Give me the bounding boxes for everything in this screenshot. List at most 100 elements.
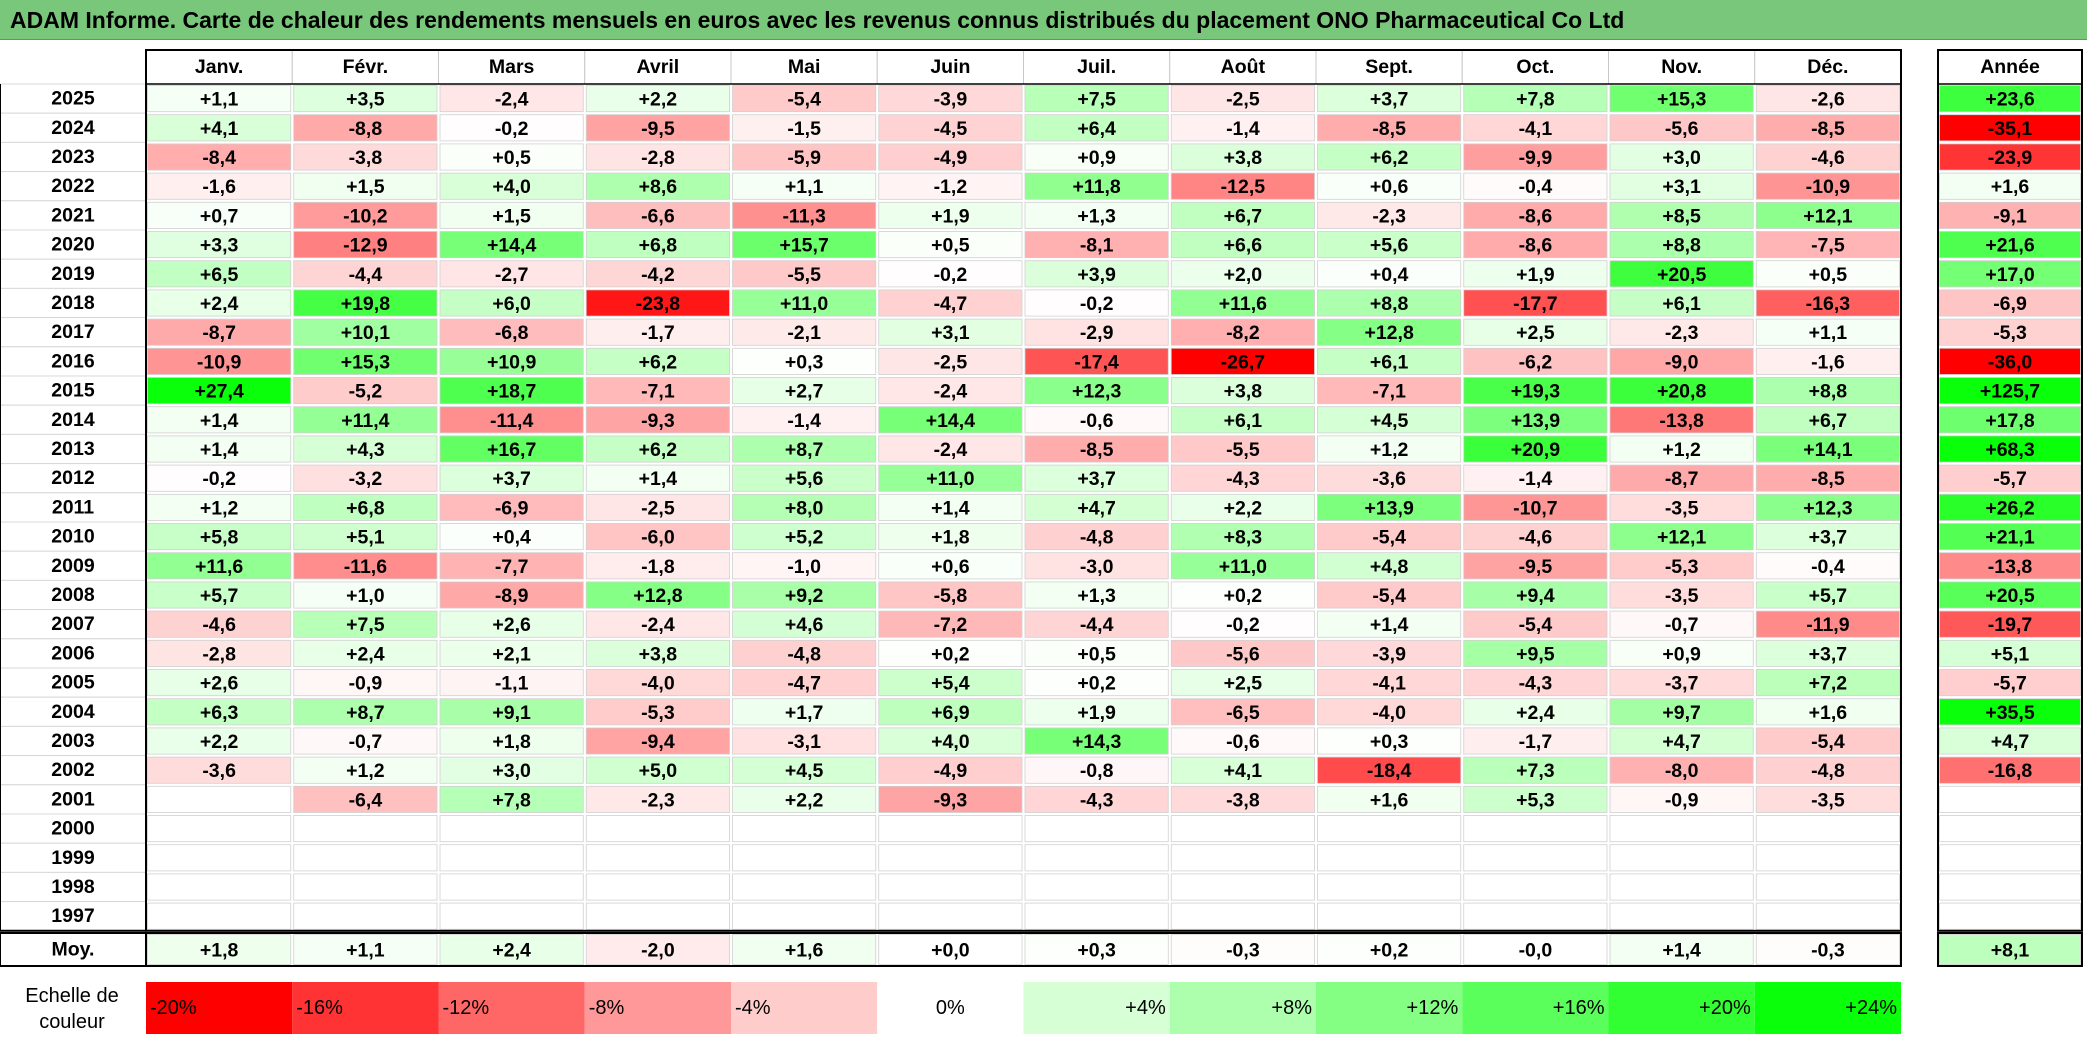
heat-cell-value: +2,6 [492,614,531,636]
heat-cell [1170,260,1315,288]
year-label: 2023 [51,146,95,168]
heat-cell [439,143,584,171]
heat-cell-value: -3,5 [1665,585,1699,607]
heat-cell [732,435,877,463]
heat-cell [732,172,877,200]
heat-cell [1024,260,1169,288]
heat-cell [1755,114,1900,142]
heat-cell [1024,815,1169,843]
annual-cell [1939,143,2081,171]
heat-cell [1024,698,1169,726]
heat-cell-value: -4,1 [1372,673,1406,695]
heat-cell [1609,406,1754,434]
heat-cell [439,669,584,697]
scale-stop-label: +24% [1845,997,1897,1019]
heat-cell-value: +12,8 [633,585,682,607]
heat-cell [585,523,730,551]
heat-cell [293,639,438,667]
heat-cell [1170,172,1315,200]
heat-cell-value: +12,8 [1364,322,1413,344]
heat-cell [732,493,877,521]
annual-cell-value: -5,7 [1993,468,2027,490]
heat-cell-value: +8,8 [1370,293,1409,315]
heat-cell-value: -4,6 [202,614,236,636]
heat-cell [293,85,438,113]
heat-cell [1463,85,1608,113]
annual-cell-value: +21,1 [1985,527,2034,549]
heat-cell-value: +6,1 [1662,293,1701,315]
heat-cell [439,815,584,843]
heat-cell-value: -6,8 [495,322,529,344]
heat-cell [585,435,730,463]
annual-cell-value: +20,5 [1985,585,2034,607]
annual-cell-value: -19,7 [1988,614,2032,636]
heat-cell-value: +8,0 [785,497,824,519]
heat-cell [1755,435,1900,463]
scale-swatch [877,982,1024,1034]
heat-cell-value: -2,1 [787,322,821,344]
heat-cell [1024,581,1169,609]
month-header-label: Oct. [1516,56,1554,78]
heat-cell-value: +6,1 [1370,351,1409,373]
heat-cell [1609,377,1754,405]
heat-cell-value: -4,8 [787,643,821,665]
heat-cell-value: +5,6 [1370,235,1409,257]
heat-cell [1755,318,1900,346]
heat-cell-value: +6,1 [1224,410,1263,432]
heat-cell [1463,756,1608,784]
heat-cell [439,756,584,784]
heat-cell [1755,698,1900,726]
heat-cell-value: -0,9 [1665,789,1699,811]
heat-cell [1317,114,1462,142]
heat-cell [293,698,438,726]
heat-cell [147,406,292,434]
heat-cell-value: +11,0 [926,468,974,490]
heat-cell-value: -3,8 [349,147,383,169]
heat-cell-value: +2,4 [346,643,385,665]
scale-stop-label: +20% [1699,997,1751,1019]
heat-cell-value: -1,8 [641,556,675,578]
heat-cell [1463,318,1608,346]
heat-cell [439,377,584,405]
heat-cell [585,318,730,346]
heat-cell [1609,231,1754,259]
heat-cell [1170,785,1315,813]
heat-cell [1755,85,1900,113]
scale-stop-label: +8% [1271,997,1312,1019]
heat-cell [585,231,730,259]
heat-cell [1463,464,1608,492]
scale-stop-label: -20% [150,997,197,1019]
heat-cell [1463,289,1608,317]
heat-cell [439,844,584,872]
heat-cell [1024,523,1169,551]
heat-cell-value: +2,4 [200,293,239,315]
heat-cell-value: -2,3 [1665,322,1699,344]
heat-cell-value: +4,1 [200,118,239,140]
heat-cell-value: -0,7 [1665,614,1699,636]
annual-header-label: Année [1980,56,2040,78]
heat-cell-value: +2,4 [1516,702,1555,724]
heat-cell [439,406,584,434]
heat-cell [878,377,1023,405]
heat-cell-value: -0,4 [1811,556,1845,578]
heat-cell [293,844,438,872]
heat-cell [1755,377,1900,405]
heat-cell-value: -5,8 [934,585,968,607]
heat-cell [1463,347,1608,375]
heat-cell-value: -0,8 [1080,760,1114,782]
heat-cell-value: -3,6 [1372,468,1406,490]
heat-cell-value: -3,9 [934,89,968,111]
heat-cell-value: +3,8 [1224,147,1263,169]
heat-cell [439,698,584,726]
heat-cell [1609,143,1754,171]
heat-cell-value: -2,4 [934,439,968,461]
heat-cell-value: +12,1 [1803,205,1852,227]
month-header-label: Nov. [1661,56,1702,78]
heat-cell [1463,231,1608,259]
heat-cell [1317,669,1462,697]
heat-cell [1463,581,1608,609]
heat-cell-value: -17,7 [1513,293,1557,315]
annual-cell [1939,377,2081,405]
heat-cell [1609,610,1754,638]
heat-cell [732,260,877,288]
